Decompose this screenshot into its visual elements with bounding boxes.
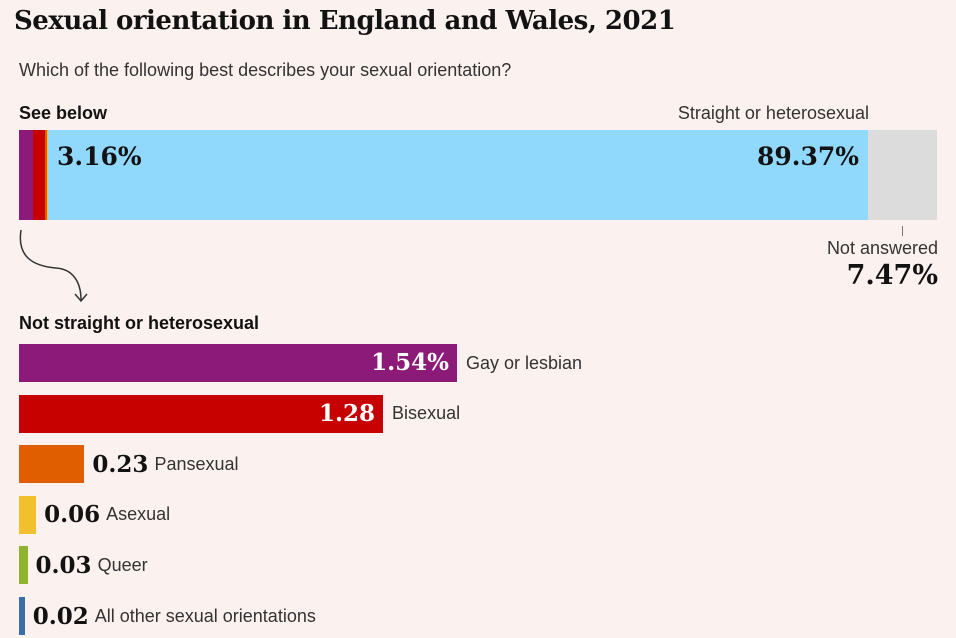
- see-below-label: See below: [19, 103, 108, 123]
- bar-gay-or-lesbian: 1.54%: [19, 344, 457, 382]
- bar-queer: [19, 546, 28, 585]
- breakdown-row-asexual: 0.06 Asexual: [19, 495, 171, 534]
- stack-segment-not-answered: [868, 130, 937, 220]
- value-label-asexual: 0.06: [44, 501, 101, 529]
- category-label-bisexual: Bisexual: [392, 403, 461, 424]
- category-label-asexual: Asexual: [106, 504, 171, 525]
- value-label-queer: 0.03: [35, 551, 92, 579]
- category-label-gay-or-lesbian: Gay or lesbian: [466, 352, 583, 373]
- breakdown-row-all-other-sexual-orientations: 0.02 All other sexual orientations: [19, 597, 316, 635]
- breakdown-row-queer: 0.03 Queer: [19, 546, 148, 585]
- breakdown-row-bisexual: 1.28 Bisexual: [19, 394, 461, 433]
- breakdown-row-gay-or-lesbian: 1.54% Gay or lesbian: [19, 344, 582, 382]
- value-label-all-other-sexual-orientations: 0.02: [32, 602, 89, 630]
- bar-asexual: [19, 495, 37, 534]
- bar-bisexual: 1.28: [19, 394, 384, 433]
- category-label-all-other-sexual-orientations: All other sexual orientations: [94, 605, 316, 626]
- bar-pansexual: [19, 445, 85, 484]
- chart-title: Sexual orientation in England and Wales,…: [14, 6, 676, 36]
- category-label-queer: Queer: [97, 554, 148, 575]
- bar-all-other-sexual-orientations: [19, 597, 25, 635]
- stack-segment-asexual: [46, 130, 48, 220]
- value-label-bisexual: 1.28: [319, 399, 376, 427]
- chart-subtitle: Which of the following best describes yo…: [19, 60, 512, 80]
- breakdown-heading: Not straight or heterosexual: [19, 313, 260, 333]
- category-label-pansexual: Pansexual: [154, 453, 239, 474]
- straight-label: Straight or heterosexual: [677, 103, 869, 123]
- not-answered-tick: [902, 226, 903, 236]
- value-label-gay-or-lesbian: 1.54%: [371, 349, 449, 376]
- stack-segment-straight-or-heterosexual: [48, 130, 869, 220]
- value-label-pansexual: 0.23: [92, 450, 149, 478]
- stack-segment-pansexual: [44, 130, 47, 220]
- stack-segment-bisexual: [33, 130, 45, 220]
- not-answered-value-label: 7.47%: [846, 260, 938, 291]
- breakdown-row-pansexual: 0.23 Pansexual: [19, 445, 239, 484]
- not-answered-label: Not answered: [826, 238, 938, 258]
- not-straight-total-label: 3.16%: [57, 142, 142, 171]
- stack-segment-gay-or-lesbian: [19, 130, 34, 220]
- straight-value-label: 89.37%: [756, 142, 859, 171]
- curved-arrow-icon: [19, 229, 88, 303]
- stacked-bar: [19, 130, 937, 220]
- breakdown-chart: 1.54% Gay or lesbian 1.28 Bisexual 0.23 Panse…: [19, 344, 939, 635]
